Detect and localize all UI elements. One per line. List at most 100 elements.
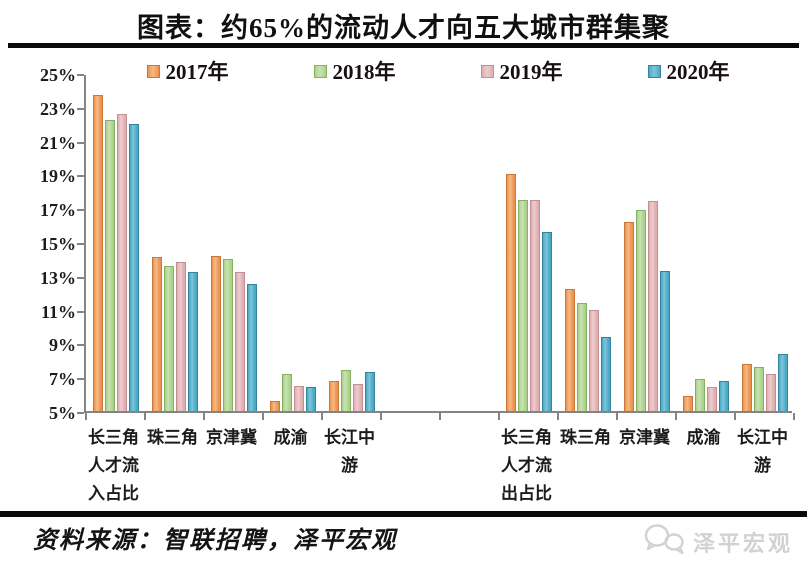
bar-2017年 xyxy=(151,257,162,411)
x-axis-tick xyxy=(262,413,264,420)
bar-2018年 xyxy=(694,379,705,411)
bar-2017年 xyxy=(682,396,693,411)
x-axis-category-label: 京津冀 xyxy=(206,428,257,447)
bottom-divider xyxy=(0,511,807,517)
y-axis-tick-label: 25% xyxy=(40,65,76,85)
bar-2018年 xyxy=(340,370,351,411)
bar-2018年 xyxy=(222,259,233,411)
bar-2017年 xyxy=(269,401,280,411)
y-axis-tick-label: 9% xyxy=(49,335,76,356)
bar-group xyxy=(735,354,794,411)
bar-2017年 xyxy=(741,364,752,411)
x-axis-category-label: 长江中游 xyxy=(737,428,788,475)
bar-2017年 xyxy=(210,256,221,411)
watermark-label: 泽平宏观 xyxy=(692,530,793,556)
bar-2019年 xyxy=(175,262,186,411)
legend-item: 2018年 xyxy=(313,56,396,86)
x-axis-category-label: 京津冀 xyxy=(619,428,670,447)
y-axis-tick xyxy=(77,175,84,178)
y-axis-tick xyxy=(77,344,84,347)
y-axis-tick xyxy=(77,243,84,245)
bar-2017年 xyxy=(623,222,634,411)
x-axis-category-label: 长三角人才流出占比 xyxy=(501,428,552,503)
bar-2019年 xyxy=(234,272,245,411)
y-axis-tick-label: 5% xyxy=(49,403,76,423)
bar-2018年 xyxy=(576,303,587,411)
bar-group xyxy=(145,257,204,411)
bar-2018年 xyxy=(281,374,292,411)
y-axis-tick-label: 7% xyxy=(49,369,76,390)
bar-group xyxy=(676,379,735,411)
bar-2019年 xyxy=(706,387,717,411)
bar-2019年 xyxy=(647,201,658,411)
y-axis-tick xyxy=(77,276,84,279)
y-axis-tick xyxy=(77,310,84,313)
legend-swatch-2017年 xyxy=(146,64,160,78)
y-axis-tick-label: 13% xyxy=(40,267,76,288)
bar-2019年 xyxy=(529,200,540,411)
bar-2019年 xyxy=(116,114,127,411)
y-axis-labels: 25% 23% 21% 19% 17% 15% 13% 11% 9% 7% 5% xyxy=(14,65,76,423)
x-axis-tick xyxy=(144,413,146,420)
bar-2020年 xyxy=(659,271,670,411)
legend-item: 2019年 xyxy=(480,56,563,86)
x-axis-tick xyxy=(439,413,441,420)
bar-2018年 xyxy=(635,210,646,411)
bar-group xyxy=(617,201,676,411)
bar-2017年 xyxy=(505,174,516,411)
wechat-bubbles-icon xyxy=(644,523,686,560)
bar-2020年 xyxy=(128,124,139,411)
bar-group xyxy=(499,174,558,411)
x-axis-tick xyxy=(498,413,500,420)
legend-swatch-2020年 xyxy=(647,64,661,78)
legend-label: 2019年 xyxy=(499,60,563,84)
y-axis-tick-label: 15% xyxy=(40,234,76,254)
bar-2020年 xyxy=(246,284,257,411)
bar-2018年 xyxy=(104,120,115,411)
top-divider xyxy=(8,43,799,48)
bar-2020年 xyxy=(364,372,375,411)
x-axis-tick xyxy=(557,413,559,420)
legend-item: 2020年 xyxy=(647,56,730,86)
y-axis-tick xyxy=(77,74,84,76)
bar-2018年 xyxy=(517,200,528,411)
source-note: 资料来源：智联招聘，泽平宏观 xyxy=(33,528,397,554)
x-axis-tick xyxy=(734,413,736,420)
bar-2019年 xyxy=(588,310,599,411)
legend-swatch-2019年 xyxy=(480,64,494,78)
bar-group xyxy=(86,95,145,411)
x-axis-tick xyxy=(85,413,87,420)
bar-2018年 xyxy=(163,266,174,411)
legend-swatch-2018年 xyxy=(313,64,327,78)
bar-2017年 xyxy=(564,289,575,411)
x-axis-category-label: 珠三角 xyxy=(560,428,611,447)
y-axis-tick-label: 21% xyxy=(40,132,76,153)
legend-label: 2018年 xyxy=(332,60,396,84)
legend: 2017年 2018年 2019年 2020年 xyxy=(84,56,792,86)
x-axis-tick xyxy=(380,413,382,420)
y-axis-tick-label: 19% xyxy=(40,166,76,187)
x-axis-tick xyxy=(675,413,677,420)
bar-2017年 xyxy=(328,381,339,411)
x-axis-tick xyxy=(321,413,323,420)
y-axis-tick xyxy=(77,209,84,212)
bar-2019年 xyxy=(293,386,304,411)
x-axis-category-label: 珠三角 xyxy=(147,428,198,447)
y-axis-tick-label: 23% xyxy=(40,98,76,119)
y-axis-tick xyxy=(77,412,84,414)
x-axis-category-label: 长江中游 xyxy=(324,428,375,475)
bar-2020年 xyxy=(541,232,552,411)
x-axis-tick xyxy=(203,413,205,420)
x-axis-tick xyxy=(793,413,795,420)
x-axis-category-label: 成渝 xyxy=(686,428,721,447)
bar-2017年 xyxy=(92,95,103,411)
watermark: 泽平宏观 xyxy=(644,523,793,560)
bar-2019年 xyxy=(765,374,776,411)
bar-group xyxy=(558,289,617,411)
legend-label: 2020年 xyxy=(666,60,730,84)
y-axis-tick xyxy=(77,107,84,110)
x-axis-tick xyxy=(616,413,618,420)
chart-title: 图表：约65%的流动人才向五大城市群集聚 xyxy=(137,13,670,43)
x-axis-labels: 长三角人才流入占比 珠三角 京津冀 成渝 长江中游 长三角人才流出占比 珠三角 京津冀 成渝 长江… xyxy=(84,424,792,514)
